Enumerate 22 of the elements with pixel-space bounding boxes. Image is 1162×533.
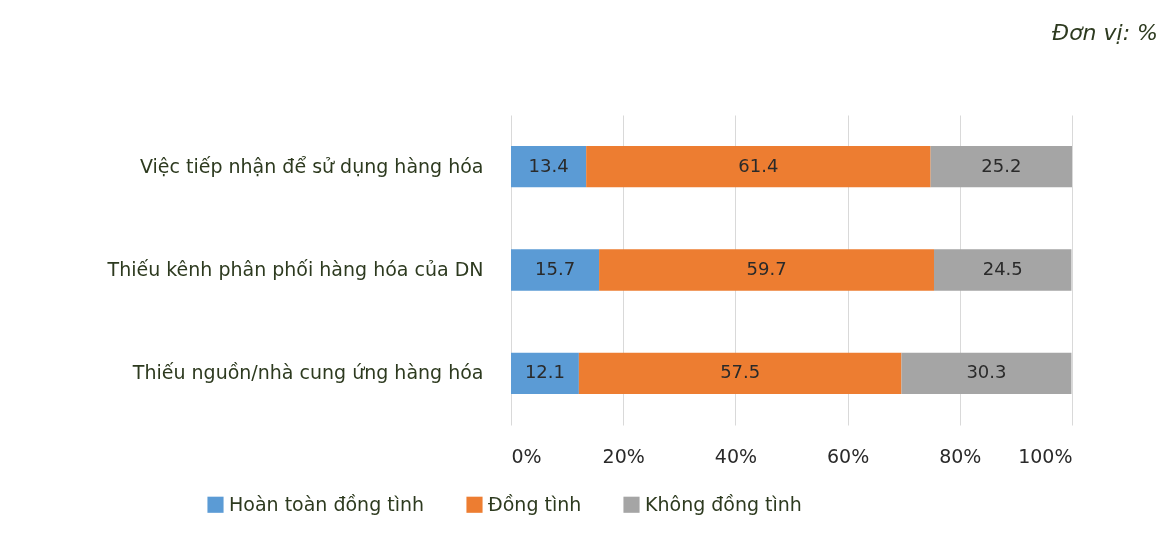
data-label: 24.5 [982, 258, 1023, 279]
text: Đơn vị: % [1052, 20, 1158, 45]
legend-label: Không đồng tình [645, 492, 802, 515]
data-label: 61.4 [738, 154, 779, 176]
legend-label: Đồng tình [488, 492, 582, 515]
x-tick-label: 40% [714, 444, 758, 467]
x-tick-label: 100% [1018, 444, 1073, 467]
y-tick-label: Thiếu nguồn/nhà cung ứng hàng hóa [131, 361, 484, 384]
y-tick-label: Thiếu kênh phân phối hàng hóa của DN [106, 258, 484, 280]
data-label: 25.2 [981, 154, 1022, 176]
data-label: 30.3 [966, 361, 1007, 383]
data-label: 59.7 [746, 258, 787, 279]
data-label: 12.1 [524, 361, 565, 383]
legend-label: Hoàn toàn đồng tình [229, 492, 425, 515]
x-tick-label: 20% [602, 444, 645, 467]
data-label: 13.4 [528, 154, 569, 176]
y-tick-label: Việc tiếp nhận để sử dụng hàng hóa [139, 154, 484, 177]
data-label: 15.7 [535, 258, 576, 279]
x-tick-label: 0% [511, 444, 542, 467]
data-label: 57.5 [720, 361, 761, 383]
x-tick-label: 80% [939, 444, 982, 467]
x-tick-label: 60% [826, 444, 870, 467]
